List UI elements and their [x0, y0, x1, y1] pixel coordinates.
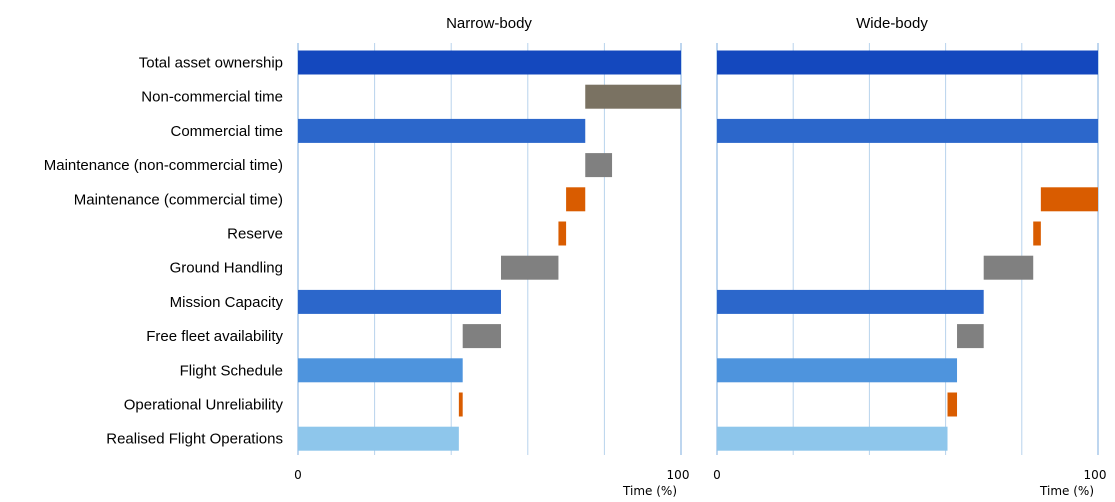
category-label-non-commercial-time: Non-commercial time — [141, 89, 283, 106]
panel-title: Wide-body — [856, 15, 928, 32]
bar-realised-flight-operations — [298, 426, 459, 451]
bar-reserve — [1033, 221, 1041, 246]
x-tick-label: 100 — [667, 468, 690, 482]
bar-maintenance-commercial-time — [566, 187, 586, 212]
bar-operational-unreliability — [947, 392, 958, 417]
category-label-maintenance-non-commercial-time: Maintenance (non-commercial time) — [44, 157, 283, 174]
category-label-reserve: Reserve — [227, 226, 283, 243]
category-label-commercial-time: Commercial time — [170, 123, 283, 140]
category-labels: Total asset ownership Non-commercial time… — [44, 55, 284, 448]
category-label-flight-schedule: Flight Schedule — [180, 362, 283, 379]
category-label-mission-capacity: Mission Capacity — [170, 294, 284, 311]
panel-narrow-body: Narrow-body 0 100 Time (%) — [294, 15, 689, 498]
bar-flight-schedule — [298, 358, 463, 383]
x-tick-label: 0 — [294, 468, 302, 482]
bar-total-asset-ownership — [298, 50, 681, 75]
category-label-realised-flight-operations: Realised Flight Operations — [106, 431, 283, 448]
category-label-free-fleet-availability: Free fleet availability — [146, 328, 283, 345]
bar-commercial-time — [298, 118, 586, 143]
bar-reserve — [558, 221, 567, 246]
bar-ground-handling — [500, 255, 559, 280]
panel-wide-body: Wide-body 0 100 Time (%) — [713, 15, 1106, 498]
category-label-operational-unreliability: Operational Unreliability — [124, 397, 284, 414]
bar-flight-schedule — [717, 358, 958, 383]
x-tick-label: 0 — [713, 468, 721, 482]
x-tick-label: 100 — [1084, 468, 1107, 482]
bar-commercial-time — [717, 118, 1098, 143]
bar-maintenance-non-commercial-time — [585, 153, 613, 178]
bar-realised-flight-operations — [717, 426, 948, 451]
category-label-maintenance-commercial-time: Maintenance (commercial time) — [74, 191, 283, 208]
bar-free-fleet-availability — [957, 324, 984, 349]
category-label-total-asset-ownership: Total asset ownership — [139, 55, 283, 72]
bar-total-asset-ownership — [717, 50, 1098, 75]
x-axis-label: Time (%) — [1039, 484, 1094, 498]
bar-free-fleet-availability — [462, 324, 501, 349]
category-label-ground-handling: Ground Handling — [170, 260, 283, 277]
x-axis-label: Time (%) — [622, 484, 677, 498]
bar-ground-handling — [983, 255, 1034, 280]
bar-operational-unreliability — [458, 392, 463, 417]
bar-mission-capacity — [717, 289, 984, 314]
bar-maintenance-commercial-time — [1040, 187, 1098, 212]
panel-title: Narrow-body — [446, 15, 532, 32]
bar-non-commercial-time — [585, 84, 681, 109]
bar-mission-capacity — [298, 289, 501, 314]
